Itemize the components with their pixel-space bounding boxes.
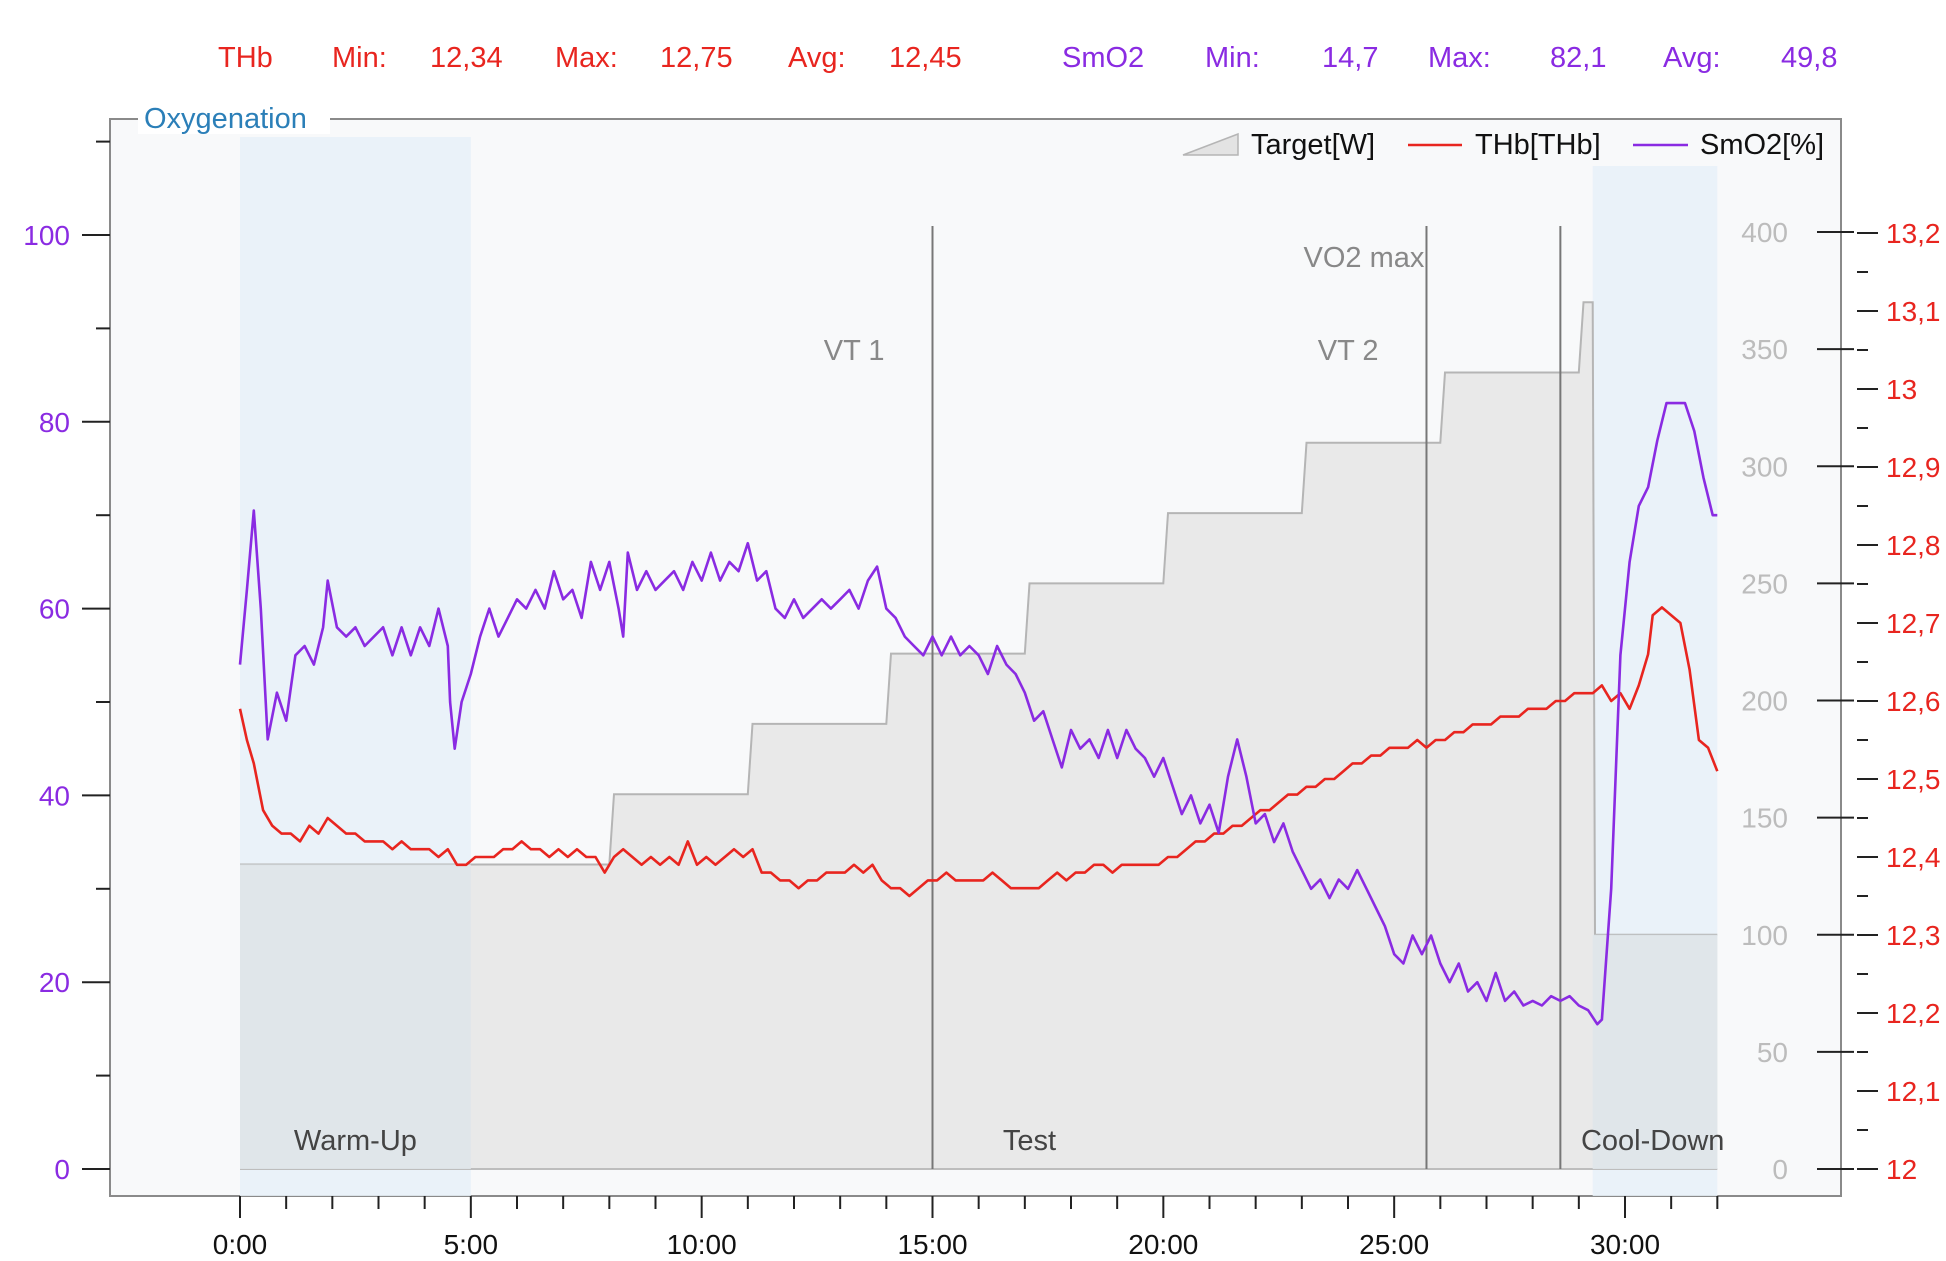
smo2-max-label: Max: <box>1428 42 1491 74</box>
panel-title: Oxygenation <box>144 103 307 135</box>
smo2-max-value: 82,1 <box>1550 42 1606 74</box>
legend: Target[W] THb[THb] SmO2[%] <box>1170 122 1840 166</box>
thb-series <box>238 606 1719 898</box>
thb-axis: 12 12,1 12,2 12,3 12,4 12,5 12,6 12,7 12,8 12,9 13… <box>1857 218 1941 1185</box>
smo2-min-label: Min: <box>1205 42 1260 74</box>
thb-tick-label: 12,7 <box>1886 608 1941 639</box>
thb-tick-label: 12,2 <box>1886 998 1941 1029</box>
thb-avg-label: Avg: <box>788 42 846 74</box>
target-line <box>240 301 1718 936</box>
thb-avg-value: 12,45 <box>889 42 962 74</box>
target-tick-label: 300 <box>1741 451 1788 482</box>
x-tick-label: 10:00 <box>667 1229 737 1260</box>
target-tick-label: 100 <box>1741 920 1788 951</box>
target-area <box>240 302 1718 1169</box>
legend-smo2-label: SmO2[%] <box>1700 129 1824 161</box>
target-tick-label: 200 <box>1741 686 1788 717</box>
target-tick-label: 150 <box>1741 803 1788 834</box>
phase-labels: Warm-Up Test Cool-Down <box>294 1125 1724 1157</box>
legend-backdrop <box>1170 122 1840 166</box>
legend-target-swatch <box>1182 132 1239 156</box>
marker-label-0: VT 1 <box>824 335 885 367</box>
thb-tick-label: 12,1 <box>1886 1076 1941 1107</box>
smo2-tick-label: 60 <box>39 594 70 625</box>
thb-tick-label: 12 <box>1886 1154 1917 1185</box>
thb-tick-label: 12,9 <box>1886 452 1941 483</box>
x-axis: 0:00 5:00 10:00 15:00 20:00 25:00 30:00 <box>213 1196 1719 1260</box>
thb-tick-label: 13 <box>1886 374 1917 405</box>
smo2-tick-label: 80 <box>39 407 70 438</box>
phase-area-overlay-2 <box>1592 934 1718 1169</box>
smo2-tick-label: 20 <box>39 967 70 998</box>
thb-tick-label: 12,6 <box>1886 686 1941 717</box>
thb-tick-label: 12,5 <box>1886 764 1941 795</box>
target-tick-label: 250 <box>1741 568 1788 599</box>
legend-target-label: Target[W] <box>1251 129 1375 161</box>
thb-tick-label: 13,2 <box>1886 218 1941 249</box>
threshold-markers: VT 1 VT 2 VO2 max <box>824 226 1562 1169</box>
smo2-stats-label: SmO2 <box>1062 42 1144 74</box>
target-tick-label: 350 <box>1741 334 1788 365</box>
thb-min-value: 12,34 <box>430 42 503 74</box>
phase-label-2: Cool-Down <box>1581 1125 1724 1157</box>
smo2-line <box>238 401 1718 1026</box>
smo2-tick-label: 40 <box>39 780 70 811</box>
x-tick-label: 20:00 <box>1128 1229 1198 1260</box>
legend-thb-label: THb[THb] <box>1475 129 1601 161</box>
marker-label-1: VT 2 <box>1318 335 1379 367</box>
x-tick-label: 15:00 <box>897 1229 967 1260</box>
thb-max-value: 12,75 <box>660 42 733 74</box>
smo2-avg-label: Avg: <box>1663 42 1721 74</box>
target-tick-label: 0 <box>1772 1154 1788 1185</box>
target-series <box>240 301 1718 1170</box>
smo2-avg-value: 49,8 <box>1781 42 1837 74</box>
thb-tick-label: 12,4 <box>1886 842 1941 873</box>
stats-header: THb Min: 12,34 Max: 12,75 Avg: 12,45 SmO… <box>218 42 1837 74</box>
thb-tick-label: 12,8 <box>1886 530 1941 561</box>
phase-label-0: Warm-Up <box>294 1125 417 1157</box>
smo2-axis: 0 20 40 60 80 100 <box>23 140 110 1185</box>
x-tick-label: 30:00 <box>1590 1229 1660 1260</box>
thb-line <box>238 606 1719 898</box>
phase-area-overlay-0 <box>240 864 471 1169</box>
x-tick-label: 25:00 <box>1359 1229 1429 1260</box>
target-tick-label: 50 <box>1757 1037 1788 1068</box>
thb-min-label: Min: <box>332 42 387 74</box>
panel-title-backdrop <box>138 106 330 134</box>
thb-tick-label: 12,3 <box>1886 920 1941 951</box>
x-tick-label: 5:00 <box>444 1229 499 1260</box>
smo2-tick-label: 100 <box>23 220 70 251</box>
thb-max-label: Max: <box>555 42 618 74</box>
smo2-series <box>238 401 1718 1026</box>
thb-stats-label: THb <box>218 42 273 74</box>
phase-label-1: Test <box>1003 1125 1056 1157</box>
smo2-min-value: 14,7 <box>1322 42 1378 74</box>
marker-label-2: VO2 max <box>1303 242 1424 274</box>
target-tick-label: 400 <box>1741 217 1788 248</box>
target-axis: 0 50 100 150 200 250 300 350 400 <box>1741 217 1854 1185</box>
x-tick-label: 0:00 <box>213 1229 268 1260</box>
smo2-tick-label: 0 <box>54 1154 70 1185</box>
thb-tick-label: 13,1 <box>1886 296 1941 327</box>
